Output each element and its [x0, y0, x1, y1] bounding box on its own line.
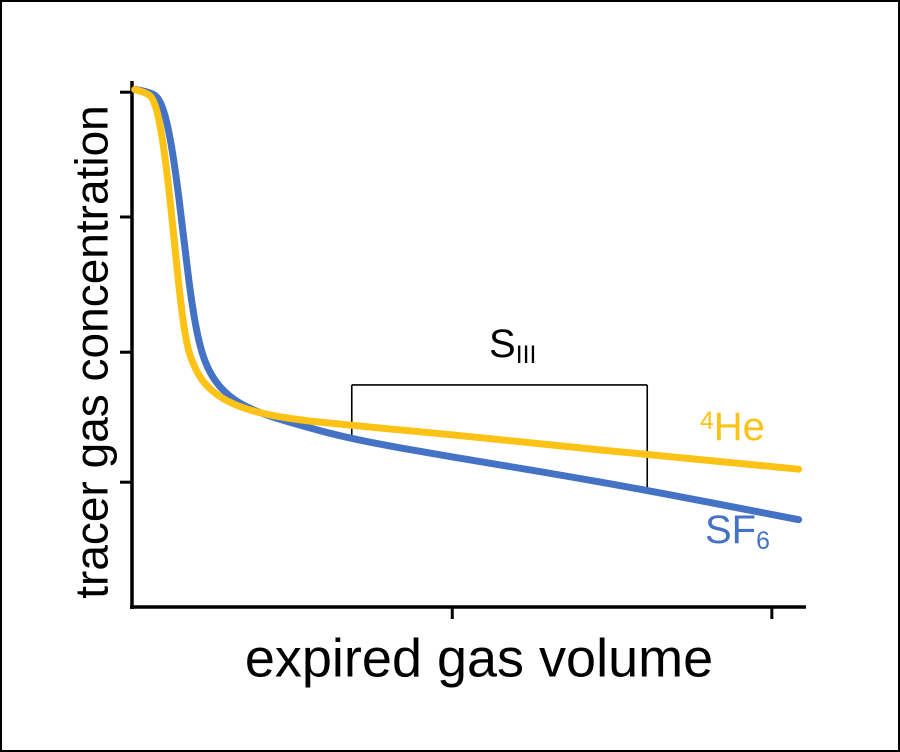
sf6-label-text: SF	[705, 508, 757, 552]
phase3-slope-annotation-label: SIII	[489, 322, 537, 370]
sf6-subscript: 6	[756, 528, 770, 556]
series-label-helium: 4He	[700, 405, 765, 449]
slope-label-main: S	[489, 322, 516, 366]
series-label-sf6: SF6	[705, 508, 770, 556]
helium-label-text: He	[713, 405, 765, 449]
x-axis-label: expired gas volume	[244, 628, 714, 689]
y-axis-label: tracer gas concentration	[65, 105, 118, 599]
slope-label-sub: III	[515, 342, 537, 370]
helium-mass-superscript: 4	[700, 407, 714, 435]
